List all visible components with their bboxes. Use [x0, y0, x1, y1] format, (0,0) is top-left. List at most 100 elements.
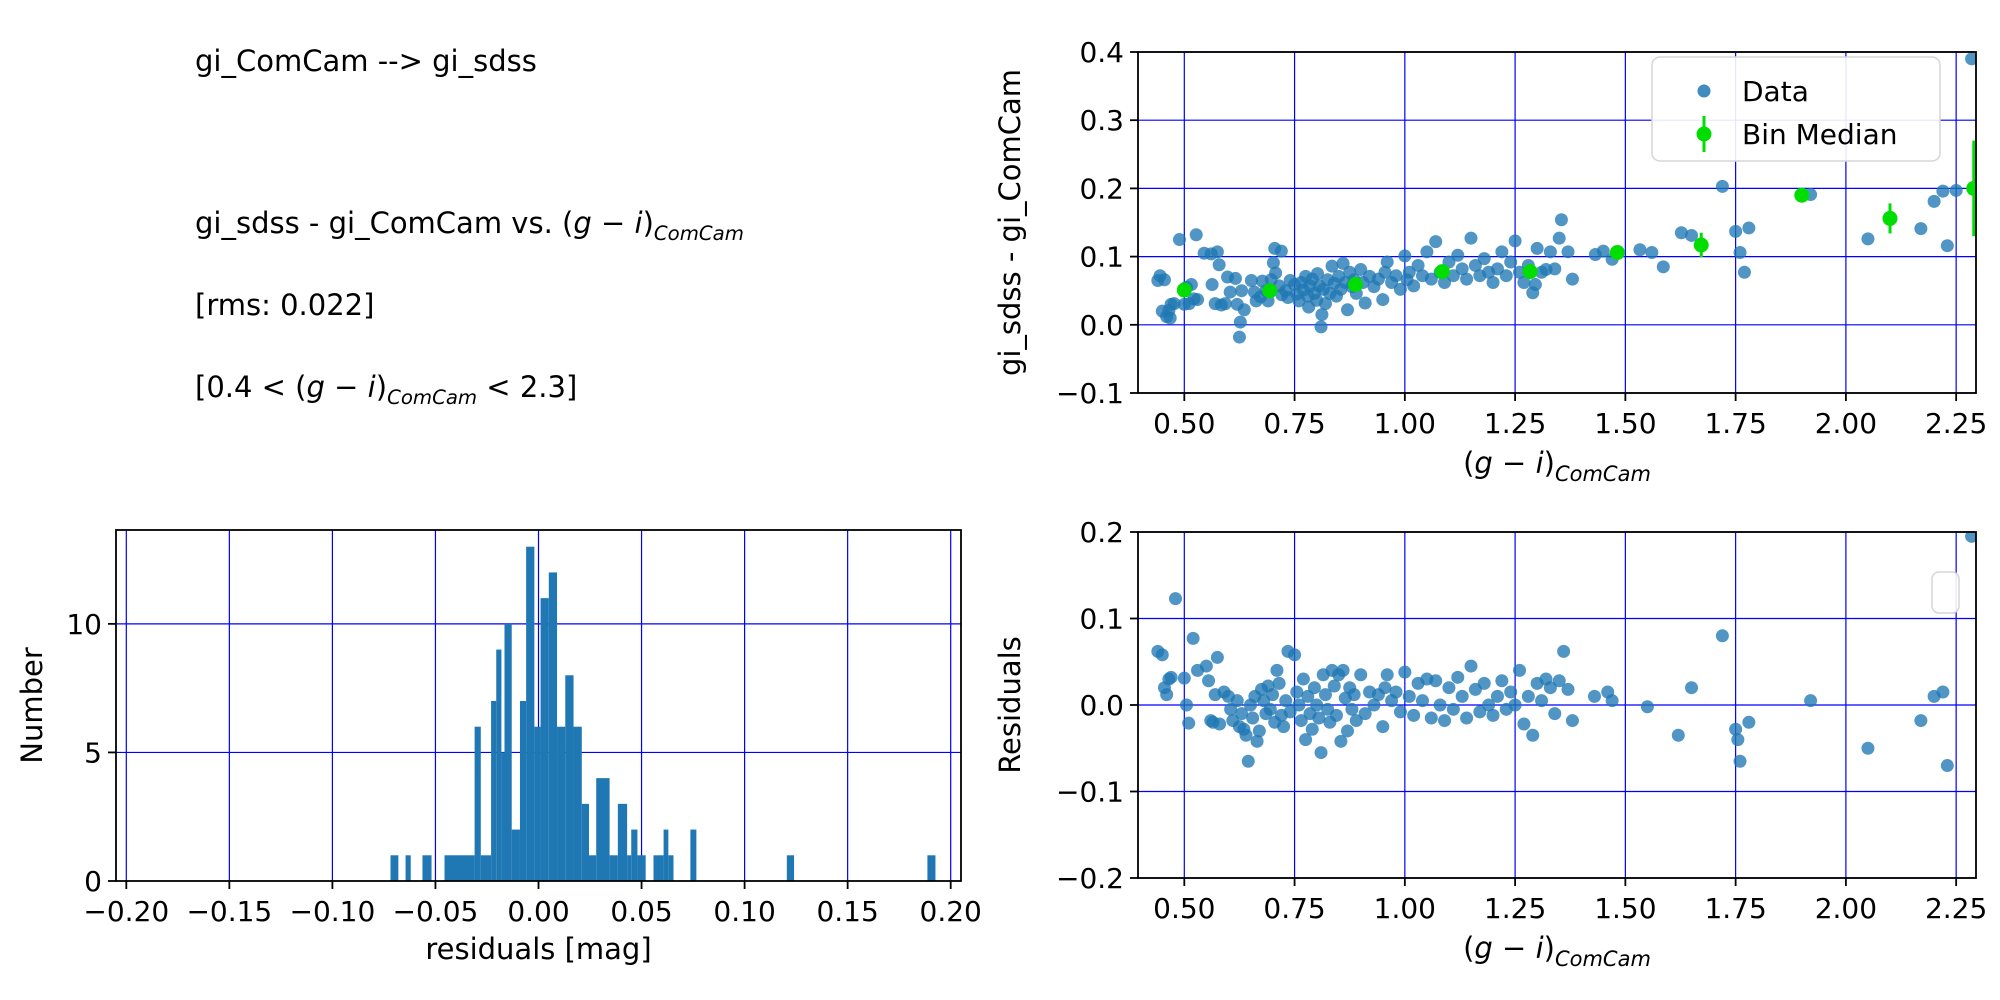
data-point [1508, 234, 1522, 248]
hist-bar [496, 649, 502, 881]
data-point [1565, 714, 1579, 728]
data-point [1310, 698, 1324, 712]
data-point [1205, 278, 1219, 292]
data-point [1398, 249, 1412, 263]
data-point [1164, 670, 1178, 684]
data-point [1731, 733, 1745, 747]
x-tick-label: 1.50 [1594, 892, 1656, 925]
hist-bar [390, 855, 399, 881]
data-point [1477, 252, 1491, 266]
data-point [1504, 685, 1518, 699]
bin-median-point [1693, 237, 1709, 253]
data-point [1530, 241, 1544, 255]
hist-bar [668, 855, 674, 881]
hist-bar [637, 855, 646, 881]
data-point [1191, 293, 1205, 307]
legend: Data Bin Median [1651, 56, 1941, 162]
data-point [1464, 231, 1478, 245]
data-point [1424, 711, 1438, 725]
hist-bar [422, 855, 432, 881]
data-point [1347, 688, 1361, 702]
data-point [1965, 52, 1976, 66]
data-point [1292, 698, 1306, 712]
hist-bar [540, 598, 549, 881]
hist-bar [504, 623, 512, 881]
axis-label-g-minus-i: (g − i)ComCam [1463, 931, 1651, 971]
hist-bar [609, 855, 618, 881]
x-tick-label: −0.10 [289, 895, 375, 928]
y-tick-label: −0.1 [1056, 377, 1124, 410]
data-point [1212, 258, 1226, 272]
x-tick-label: 2.00 [1815, 407, 1877, 440]
axes-spines [1137, 51, 1977, 394]
data-point [1407, 708, 1421, 722]
x-tick-label: 0.75 [1263, 407, 1325, 440]
data-point [1464, 659, 1478, 673]
annotation-transform-title: gi_ComCam --> gi_sdss [195, 44, 537, 78]
hist-bar [565, 675, 574, 881]
x-tick-label: 2.25 [1925, 892, 1987, 925]
data-point [1685, 681, 1699, 695]
x-tick-label: 1.00 [1374, 407, 1436, 440]
data-point [1213, 717, 1227, 731]
plot-area [1151, 52, 1976, 344]
hist-bar [588, 855, 597, 881]
data-point [1495, 245, 1509, 259]
data-point [1235, 707, 1249, 721]
data-point [1318, 688, 1332, 702]
data-point [1940, 759, 1954, 773]
data-point [1587, 689, 1601, 703]
bin-median-point [1609, 245, 1625, 261]
data-point [1499, 269, 1513, 283]
data-point [1177, 671, 1191, 685]
data-point [1535, 694, 1549, 708]
plot-area [390, 546, 936, 881]
top-scatter-panel: 0.50 0.75 1.00 1.25 1.50 1.75 2.00 2.25 −0.1 0.0 0… [993, 36, 1987, 486]
annotation-relation: gi_sdss - gi_ComCam vs. (g − i)ComCam [195, 206, 744, 245]
hist-bar [690, 829, 697, 881]
data-point [1442, 681, 1456, 695]
data-point [1438, 276, 1452, 290]
data-point [1552, 231, 1566, 245]
data-point [1279, 694, 1293, 708]
y-axis-label: Number [15, 647, 49, 764]
data-point [1407, 279, 1421, 293]
data-point [1252, 724, 1266, 738]
data-point [1861, 232, 1875, 246]
y-axis-label: Residuals [993, 636, 1027, 774]
data-point [1358, 296, 1372, 310]
legend-label-data: Data [1742, 75, 1809, 108]
data-point [1380, 668, 1394, 682]
y-tick-label: 0.0 [1079, 309, 1124, 342]
data-point [1199, 659, 1213, 673]
x-tick-label: 0.00 [507, 895, 569, 928]
y-tick-label: 0.2 [1079, 516, 1124, 549]
hist-bar [573, 726, 582, 881]
data-point [1715, 179, 1729, 193]
data-point [1656, 260, 1670, 274]
hist-bar [581, 803, 589, 881]
x-tick-label: 0.10 [713, 895, 775, 928]
data-point [1318, 297, 1332, 311]
data-point [1294, 714, 1308, 728]
histogram-bars [390, 546, 936, 881]
data-point [1393, 282, 1407, 296]
data-point [1557, 644, 1571, 658]
data-point [1513, 265, 1527, 279]
data-point [1940, 239, 1954, 253]
data-point [1266, 688, 1280, 702]
data-point [1239, 728, 1253, 742]
data-point [1336, 663, 1350, 677]
data-point [1495, 674, 1509, 688]
annotation-rms: [rms: 0.022] [195, 288, 374, 322]
plot-area [1151, 532, 1976, 773]
bin-median-point [1882, 210, 1898, 226]
data-point [1186, 631, 1200, 645]
data-point [1327, 679, 1341, 693]
data-point [1424, 272, 1438, 286]
y-tick-label: 0 [84, 865, 102, 898]
data-point [1460, 711, 1474, 725]
data-point [1378, 265, 1392, 279]
data-point [1402, 265, 1416, 279]
data-point [1468, 258, 1482, 272]
